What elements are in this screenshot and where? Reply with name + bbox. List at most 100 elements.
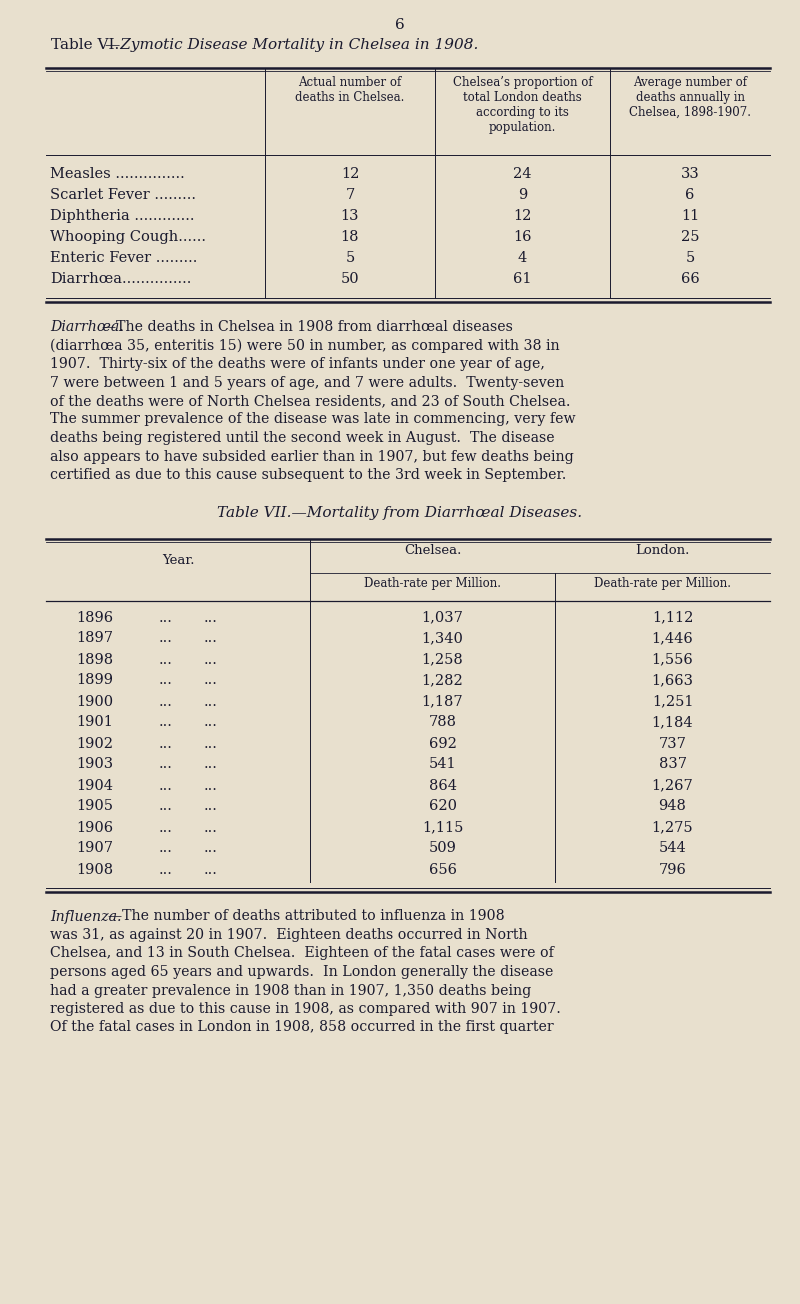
Text: ...: ... [159, 799, 173, 814]
Text: 66: 66 [681, 273, 699, 286]
Text: 61: 61 [514, 273, 532, 286]
Text: ...: ... [204, 695, 218, 708]
Text: Table VI.: Table VI. [51, 38, 119, 52]
Text: 1,187: 1,187 [422, 695, 463, 708]
Text: 1907.  Thirty-six of the deaths were of infants under one year of age,: 1907. Thirty-six of the deaths were of i… [50, 357, 545, 372]
Text: 16: 16 [514, 230, 532, 244]
Text: ...: ... [159, 862, 173, 876]
Text: Of the fatal cases in London in 1908, 858 occurred in the first quarter: Of the fatal cases in London in 1908, 85… [50, 1021, 554, 1034]
Text: ...: ... [204, 631, 218, 645]
Text: ...: ... [204, 820, 218, 835]
Text: ...: ... [204, 610, 218, 625]
Text: 620: 620 [429, 799, 457, 814]
Text: deaths being registered until the second week in August.  The disease: deaths being registered until the second… [50, 432, 554, 445]
Text: 692: 692 [429, 737, 457, 751]
Text: 541: 541 [429, 758, 456, 772]
Text: 50: 50 [341, 273, 359, 286]
Text: of the deaths were of North Chelsea residents, and 23 of South Chelsea.: of the deaths were of North Chelsea resi… [50, 394, 570, 408]
Text: 18: 18 [341, 230, 359, 244]
Text: 25: 25 [681, 230, 699, 244]
Text: 1899: 1899 [76, 673, 113, 687]
Text: 33: 33 [681, 167, 699, 181]
Text: ...: ... [159, 758, 173, 772]
Text: 656: 656 [429, 862, 457, 876]
Text: 1,115: 1,115 [422, 820, 463, 835]
Text: 5: 5 [686, 250, 694, 265]
Text: Chelsea.: Chelsea. [404, 545, 461, 558]
Text: 544: 544 [658, 841, 686, 855]
Text: ...: ... [159, 778, 173, 793]
Text: registered as due to this cause in 1908, as compared with 907 in 1907.: registered as due to this cause in 1908,… [50, 1001, 561, 1016]
Text: ...: ... [159, 673, 173, 687]
Text: Diarrhœa.: Diarrhœa. [50, 319, 124, 334]
Text: 948: 948 [658, 799, 686, 814]
Text: 24: 24 [514, 167, 532, 181]
Text: 1,267: 1,267 [652, 778, 694, 793]
Text: 1,037: 1,037 [422, 610, 463, 625]
Text: Scarlet Fever .........: Scarlet Fever ......... [50, 188, 196, 202]
Text: Measles ...............: Measles ............... [50, 167, 185, 181]
Text: The summer prevalence of the disease was late in commencing, very few: The summer prevalence of the disease was… [50, 412, 576, 426]
Text: 1906: 1906 [76, 820, 113, 835]
Text: Chelsea’s proportion of
total London deaths
according to its
population.: Chelsea’s proportion of total London dea… [453, 76, 592, 134]
Text: Whooping Cough......: Whooping Cough...... [50, 230, 206, 244]
Text: 1907: 1907 [76, 841, 113, 855]
Text: ...: ... [204, 716, 218, 729]
Text: ...: ... [204, 652, 218, 666]
Text: —The number of deaths attributed to influenza in 1908: —The number of deaths attributed to infl… [108, 909, 505, 923]
Text: was 31, as against 20 in 1907.  Eighteen deaths occurred in North: was 31, as against 20 in 1907. Eighteen … [50, 928, 528, 941]
Text: 13: 13 [341, 209, 359, 223]
Text: 7 were between 1 and 5 years of age, and 7 were adults.  Twenty-seven: 7 were between 1 and 5 years of age, and… [50, 376, 564, 390]
Text: Death-rate per Million.: Death-rate per Million. [594, 576, 731, 589]
Text: 737: 737 [658, 737, 686, 751]
Text: 1902: 1902 [76, 737, 113, 751]
Text: ...: ... [204, 758, 218, 772]
Text: (diarrhœa 35, enteritis 15) were 50 in number, as compared with 38 in: (diarrhœa 35, enteritis 15) were 50 in n… [50, 339, 560, 353]
Text: had a greater prevalence in 1908 than in 1907, 1,350 deaths being: had a greater prevalence in 1908 than in… [50, 983, 531, 998]
Text: 1,251: 1,251 [652, 695, 694, 708]
Text: also appears to have subsided earlier than in 1907, but few deaths being: also appears to have subsided earlier th… [50, 450, 574, 463]
Text: 837: 837 [658, 758, 686, 772]
Text: 1,112: 1,112 [652, 610, 693, 625]
Text: 1904: 1904 [76, 778, 113, 793]
Text: 5: 5 [346, 250, 354, 265]
Text: 1,663: 1,663 [651, 673, 694, 687]
Text: Table VII.—Mortality from Diarrhœal Diseases.: Table VII.—Mortality from Diarrhœal Dise… [218, 506, 582, 520]
Text: 788: 788 [429, 716, 457, 729]
Text: ...: ... [159, 820, 173, 835]
Text: 1908: 1908 [76, 862, 113, 876]
Text: 1901: 1901 [76, 716, 113, 729]
Text: 1,258: 1,258 [422, 652, 463, 666]
Text: ...: ... [159, 652, 173, 666]
Text: 6: 6 [686, 188, 694, 202]
Text: —Zymotic Disease Mortality in Chelsea in 1908.: —Zymotic Disease Mortality in Chelsea in… [105, 38, 478, 52]
Text: —The deaths in Chelsea in 1908 from diarrhœal diseases: —The deaths in Chelsea in 1908 from diar… [102, 319, 513, 334]
Text: 1900: 1900 [76, 695, 113, 708]
Text: ...: ... [204, 862, 218, 876]
Text: 509: 509 [429, 841, 457, 855]
Text: ...: ... [204, 841, 218, 855]
Text: 1,446: 1,446 [652, 631, 694, 645]
Text: 1896: 1896 [76, 610, 113, 625]
Text: 864: 864 [429, 778, 457, 793]
Text: ...: ... [159, 695, 173, 708]
Text: ...: ... [159, 841, 173, 855]
Text: 4: 4 [518, 250, 527, 265]
Text: Year.: Year. [162, 554, 194, 567]
Text: Average number of
deaths annually in
Chelsea, 1898-1907.: Average number of deaths annually in Che… [629, 76, 751, 119]
Text: London.: London. [635, 545, 690, 558]
Text: Chelsea, and 13 in South Chelsea.  Eighteen of the fatal cases were of: Chelsea, and 13 in South Chelsea. Eighte… [50, 947, 554, 961]
Text: 1897: 1897 [76, 631, 113, 645]
Text: ...: ... [159, 631, 173, 645]
Text: 1905: 1905 [76, 799, 113, 814]
Text: ...: ... [204, 778, 218, 793]
Text: 1,556: 1,556 [652, 652, 694, 666]
Text: 1903: 1903 [76, 758, 113, 772]
Text: 796: 796 [658, 862, 686, 876]
Text: ...: ... [159, 716, 173, 729]
Text: Death-rate per Million.: Death-rate per Million. [364, 576, 501, 589]
Text: 1,340: 1,340 [422, 631, 463, 645]
Text: ...: ... [204, 673, 218, 687]
Text: 1898: 1898 [76, 652, 113, 666]
Text: 1,184: 1,184 [652, 716, 694, 729]
